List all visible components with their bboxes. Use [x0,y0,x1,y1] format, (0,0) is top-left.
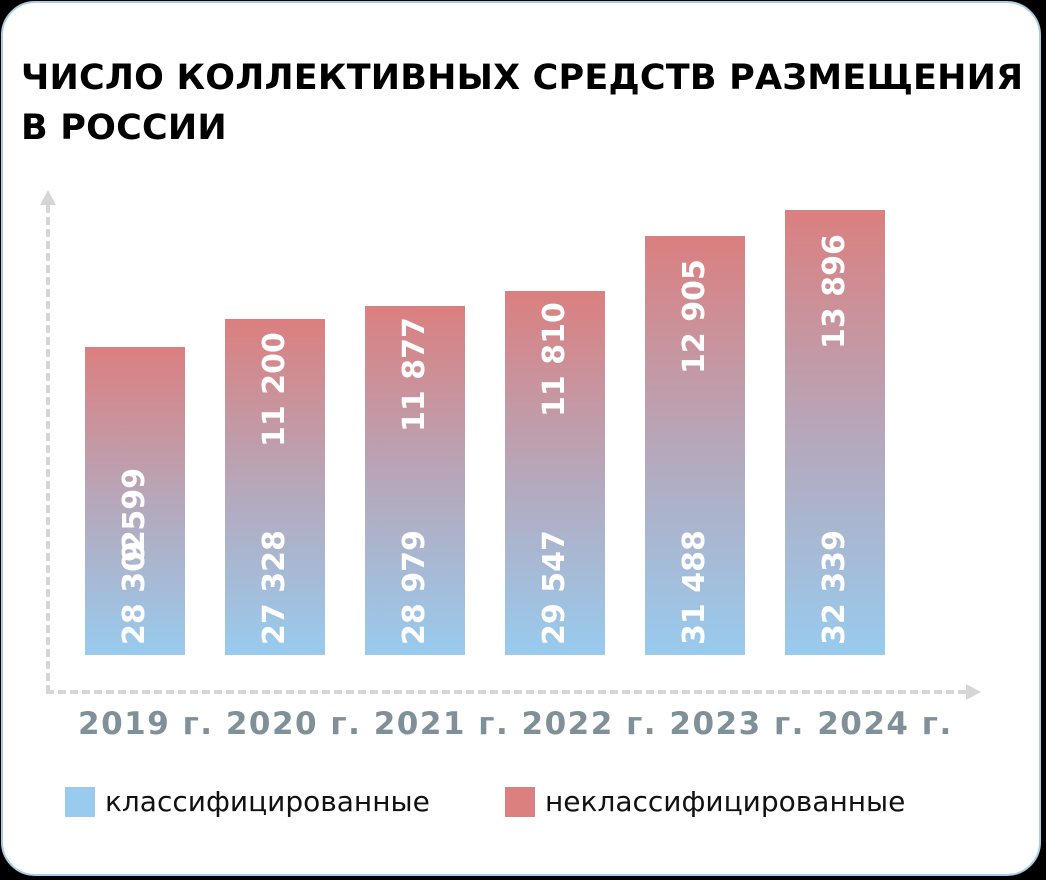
chart-title-line2: В РОССИИ [21,108,227,148]
y-axis-arrow-icon [40,190,56,205]
value-classified: 28 979 [397,530,432,645]
x-label-2021: 2021 г. [373,706,510,742]
x-label-2023: 2023 г. [669,706,805,742]
bar-2021: 11 877 28 979 [365,306,465,655]
x-label-2020: 2020 г. [225,706,362,742]
legend-swatch-classified [65,786,95,817]
x-label-2022: 2022 г. [521,706,658,742]
value-unclassified: 12 905 [677,259,712,374]
x-axis [46,690,966,694]
x-axis-arrow-icon [966,684,981,700]
value-unclassified: 11 877 [397,317,432,432]
value-classified: 31 488 [677,530,712,645]
bar-2019: 9 599 28 302 [85,347,185,655]
value-classified: 32 339 [817,530,852,645]
y-axis [46,205,50,693]
value-classified: 29 547 [537,530,572,645]
legend-label-classified: классифицированные [105,785,430,818]
chart-title: ЧИСЛО КОЛЛЕКТИВНЫХ СРЕДСТВ РАЗМЕЩЕНИЯ В … [21,53,1023,153]
value-unclassified: 11 810 [537,302,572,417]
legend-swatch-unclassified [505,786,535,817]
x-label-2019: 2019 г. [78,706,214,742]
legend-item-classified: классифицированные [65,785,430,818]
chart-title-line1: ЧИСЛО КОЛЛЕКТИВНЫХ СРЕДСТВ РАЗМЕЩЕНИЯ [21,58,1024,98]
bar-2022: 11 810 29 547 [505,291,605,655]
x-axis-labels: 2019 г. 2020 г. 2021 г. 2022 г. 2023 г. … [78,706,953,742]
value-unclassified: 13 896 [817,234,852,349]
bar-2024: 13 896 32 339 [785,210,885,655]
legend-label-unclassified: неклассифицированные [545,785,906,818]
value-classified: 27 328 [257,530,292,645]
bar-2023: 12 905 31 488 [645,236,745,655]
x-label-2024: 2024 г. [817,706,953,742]
legend-item-unclassified: неклассифицированные [505,785,905,818]
bar-2020: 11 200 27 328 [225,319,325,655]
value-classified: 28 302 [117,530,152,645]
value-unclassified: 11 200 [257,332,292,447]
